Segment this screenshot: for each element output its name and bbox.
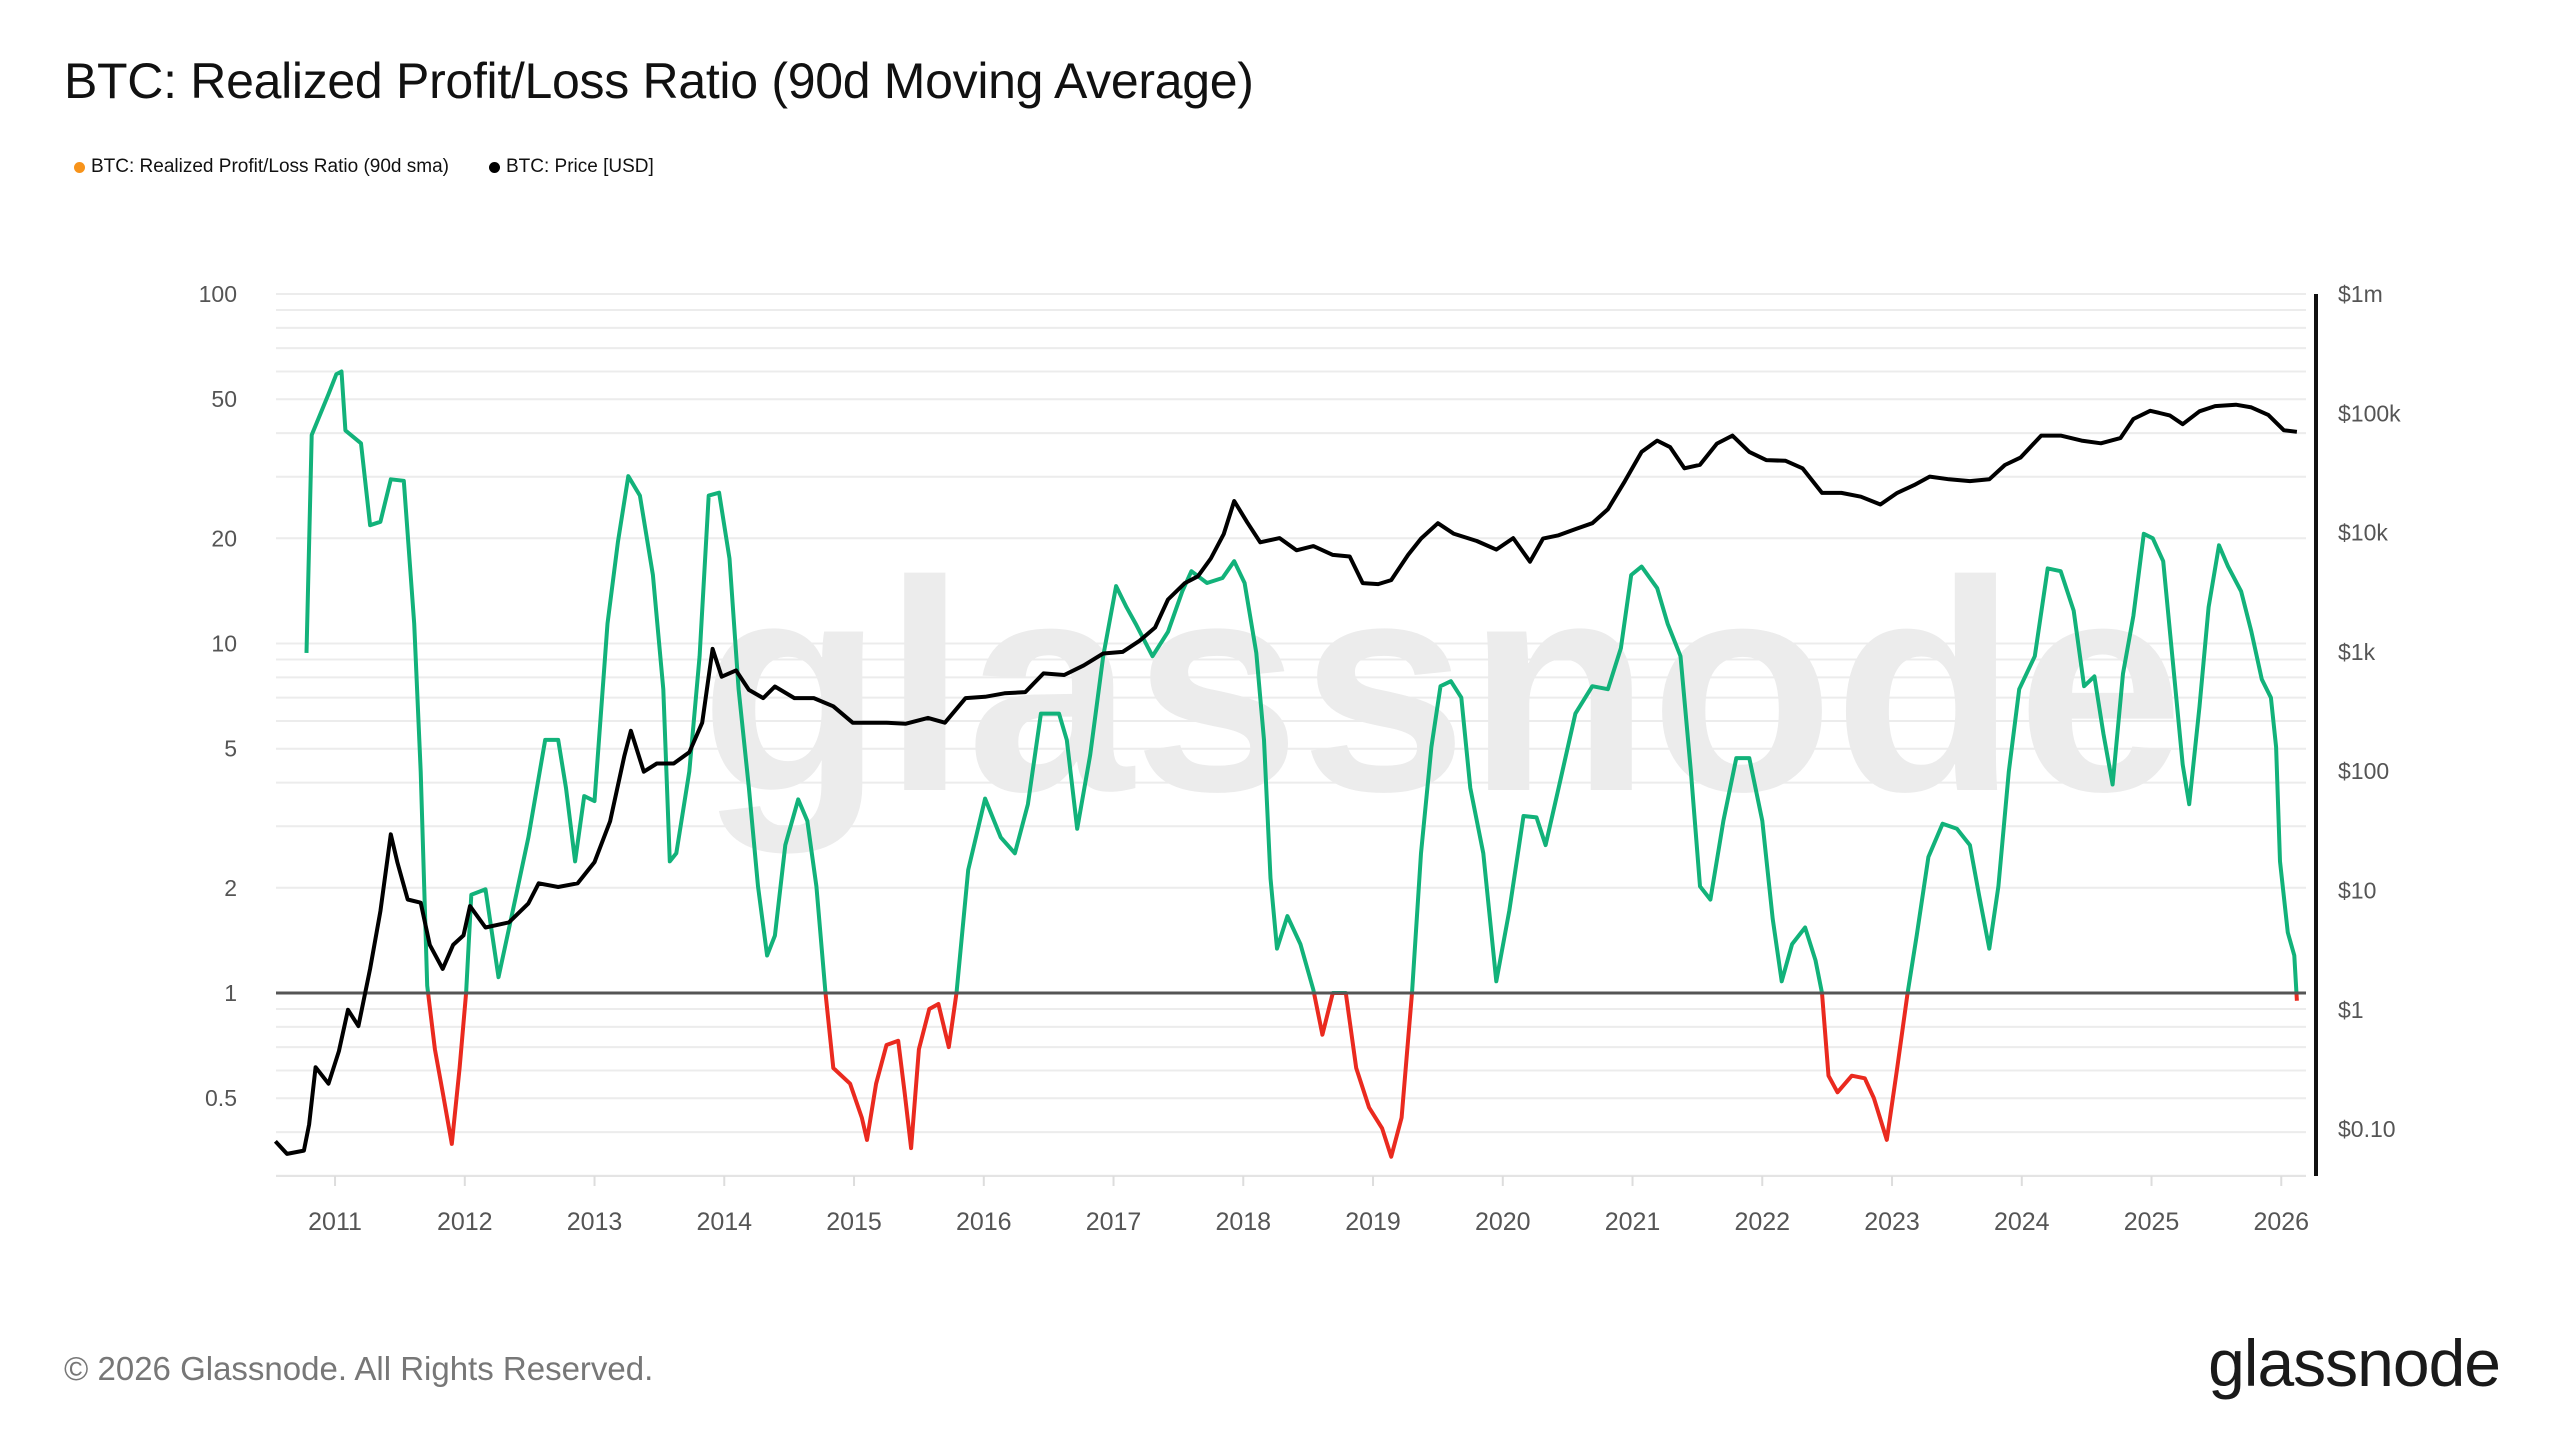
x-tick-label: 2020 bbox=[1475, 1208, 1531, 1236]
legend-item-price[interactable]: BTC: Price [USD] bbox=[488, 156, 654, 178]
y-right-tick-label: $100 bbox=[2338, 758, 2389, 784]
y-right-tick-label: $1m bbox=[2338, 281, 2383, 307]
x-tick-label: 2015 bbox=[826, 1208, 882, 1236]
y-left-tick-label: 5 bbox=[224, 736, 237, 762]
x-tick-label: 2019 bbox=[1345, 1208, 1401, 1236]
legend-dot-icon bbox=[488, 161, 500, 173]
x-tick-label: 2013 bbox=[567, 1208, 623, 1236]
ratio-line-profit bbox=[304, 369, 2299, 993]
y-left-tick-label: 2 bbox=[224, 875, 237, 901]
legend-label: BTC: Price [USD] bbox=[505, 156, 654, 177]
x-tick-label: 2022 bbox=[1734, 1208, 1790, 1236]
copyright-footer: © 2026 Glassnode. All Rights Reserved. bbox=[64, 1350, 654, 1387]
legend: BTC: Realized Profit/Loss Ratio (90d sma… bbox=[74, 156, 654, 178]
y-right-tick-label: $10k bbox=[2338, 520, 2388, 546]
legend-label: BTC: Realized Profit/Loss Ratio (90d sma… bbox=[91, 156, 449, 177]
price-line bbox=[273, 402, 2298, 1156]
legend-dot-icon bbox=[74, 161, 85, 173]
y-right-tick-label: $1 bbox=[2338, 997, 2364, 1023]
y-left-tick-label: 0.5 bbox=[205, 1085, 237, 1111]
y-right-tick-label: $1k bbox=[2338, 639, 2376, 665]
y-right-tick-label: $10 bbox=[2338, 878, 2376, 904]
chart-title: BTC: Realized Profit/Loss Ratio (90d Mov… bbox=[64, 53, 1254, 109]
x-tick-label: 2023 bbox=[1864, 1208, 1920, 1236]
y-right-tick-label: $100k bbox=[2338, 400, 2401, 426]
x-tick-label: 2018 bbox=[1215, 1208, 1271, 1236]
x-tick-label: 2021 bbox=[1605, 1208, 1661, 1236]
x-tick-label: 2017 bbox=[1086, 1208, 1142, 1236]
y-left-tick-label: 20 bbox=[211, 525, 237, 551]
y-left-tick-label: 10 bbox=[211, 631, 237, 657]
x-tick-label: 2024 bbox=[1994, 1208, 2050, 1236]
axes: 100 50 20 10 5 2 1 0.5 $1m $100k $10k $1k $100 $10 $1 $… bbox=[199, 281, 2402, 1236]
x-tick-label: 2026 bbox=[2253, 1208, 2309, 1236]
x-tick-label: 2016 bbox=[956, 1208, 1012, 1236]
y-left-tick-label: 50 bbox=[211, 386, 237, 412]
y-left-tick-label: 100 bbox=[199, 281, 237, 307]
legend-item-ratio[interactable]: BTC: Realized Profit/Loss Ratio (90d sma… bbox=[74, 156, 449, 178]
series-layer bbox=[273, 369, 2306, 1159]
y-left-tick-label: 1 bbox=[224, 980, 237, 1006]
x-tick-label: 2011 bbox=[308, 1208, 362, 1236]
x-tick-label: 2014 bbox=[696, 1208, 752, 1236]
gridlines bbox=[276, 293, 2306, 1177]
glassnode-logo: glassnode bbox=[2208, 1326, 2501, 1400]
x-tick-label: 2025 bbox=[2124, 1208, 2180, 1236]
x-tick-label: 2012 bbox=[437, 1208, 493, 1236]
y-right-tick-label: $0.10 bbox=[2338, 1116, 2396, 1142]
